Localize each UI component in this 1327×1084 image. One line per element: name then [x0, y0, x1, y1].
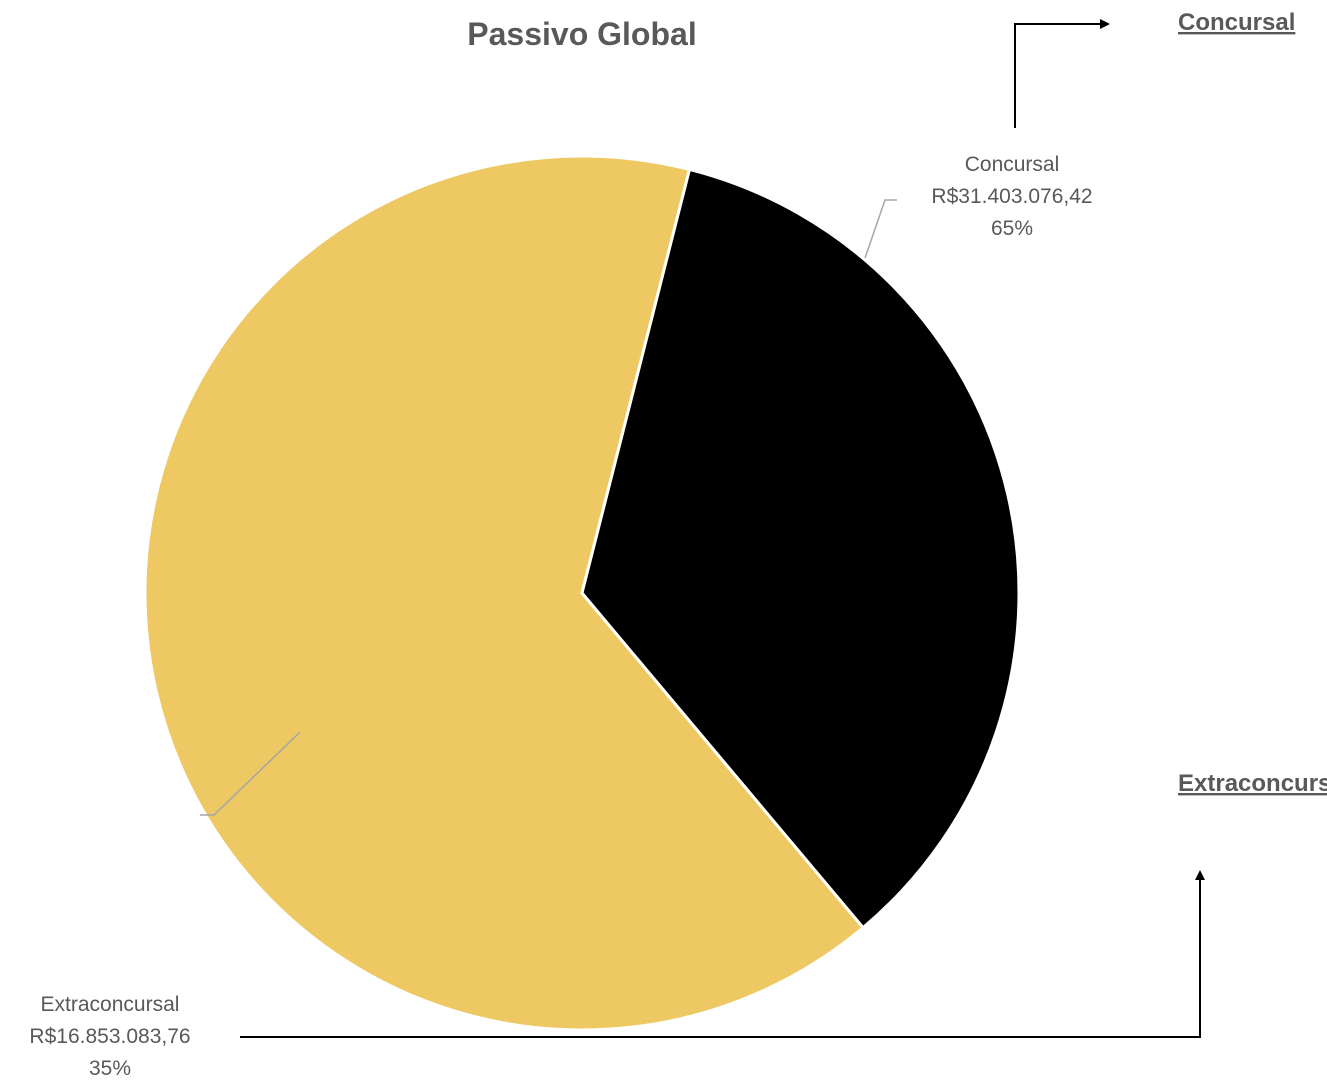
extraconcursal-label-value: R$16.853.083,76: [29, 1025, 190, 1048]
extraconcursal-label-name: Extraconcursal: [41, 993, 180, 1016]
extraconcursal-data-label: Extraconcursal R$16.853.083,76 35%: [29, 993, 190, 1080]
extraconcursal-label-percent: 35%: [89, 1057, 131, 1080]
concursal-label-percent: 65%: [991, 217, 1033, 240]
extraconcursal-link[interactable]: Extraconcursal: [1178, 770, 1327, 797]
pie-slice-concursal: [143, 154, 866, 1032]
extraconcursal-arrow: [240, 870, 1205, 1038]
chart-title: Passivo Global: [467, 16, 696, 52]
pie-slice-extraconcursal: [580, 167, 1021, 930]
concursal-label-value: R$31.403.076,42: [931, 185, 1092, 208]
concursal-label-name: Concursal: [965, 153, 1060, 176]
extraconcursal-leader-line: [200, 731, 301, 816]
pie-slices: [143, 154, 1021, 1032]
concursal-arrow: [1014, 19, 1110, 128]
concursal-data-label: Concursal R$31.403.076,42 65%: [931, 153, 1092, 240]
concursal-leader-line: [864, 199, 897, 259]
concursal-link[interactable]: Concursal: [1178, 9, 1295, 36]
